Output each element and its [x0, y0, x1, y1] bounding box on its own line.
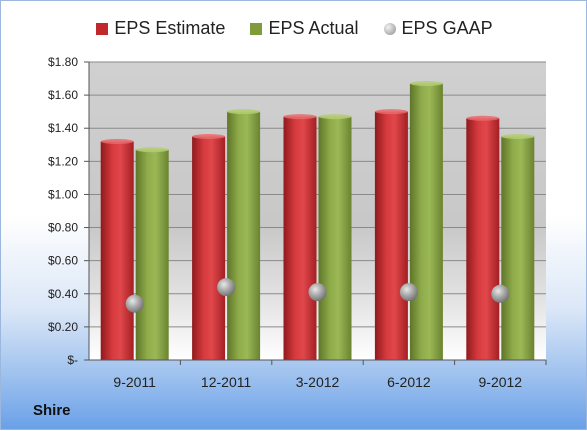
x-tick-label: 6-2012 [387, 374, 431, 390]
bar-eps-estimate-top [374, 109, 408, 115]
bar-eps-estimate-top [466, 115, 500, 121]
bar-eps-actual-top [409, 81, 443, 87]
point-eps-gaap [308, 283, 327, 302]
bar-eps-estimate [283, 116, 317, 360]
legend-label-eps-estimate: EPS Estimate [114, 18, 226, 39]
x-tick-label: 12-2011 [201, 374, 252, 390]
y-tick-label: $1.40 [48, 121, 78, 135]
point-eps-gaap [399, 283, 418, 302]
x-axis: 9-2011 12-2011 3-2012 6-2012 9-2012 [89, 359, 547, 390]
legend-label-eps-gaap: EPS GAAP [401, 18, 493, 39]
legend-swatch-eps-actual [250, 22, 263, 35]
bar-eps-actual [135, 149, 169, 360]
chart-legend: EPS Estimate EPS Actual EPS GAAP [1, 17, 587, 39]
y-axis: $- $0.20 $0.40 $0.60 $0.80 $1.00 $1.20 $1.40 $1.… [48, 55, 90, 367]
bar-eps-actual [227, 111, 261, 361]
y-tick-label: $0.80 [48, 221, 78, 235]
bar-eps-estimate [374, 111, 408, 361]
point-eps-gaap [217, 278, 236, 297]
bar-eps-actual [409, 83, 443, 361]
bar-eps-actual-top [501, 134, 535, 139]
x-tick-label: 9-2012 [479, 374, 523, 390]
y-tick-label: $1.60 [48, 88, 78, 102]
bar-eps-actual-top [318, 114, 352, 120]
bar-eps-actual-top [227, 109, 261, 115]
point-eps-gaap [491, 284, 510, 303]
legend-item-eps-actual: EPS Actual [250, 17, 359, 39]
x-tick-label: 3-2012 [296, 374, 340, 390]
legend-swatch-eps-estimate [96, 22, 109, 35]
y-tick-label: $0.40 [48, 287, 78, 301]
bar-eps-actual-top [135, 147, 169, 153]
legend-label-eps-actual: EPS Actual [268, 18, 359, 39]
y-tick-label: $1.00 [48, 187, 78, 201]
y-tick-label: $0.20 [48, 320, 78, 334]
legend-item-eps-estimate: EPS Estimate [96, 17, 225, 39]
bar-eps-estimate [192, 136, 226, 360]
y-tick-label: $1.80 [48, 55, 78, 69]
y-tick-label: $- [67, 353, 78, 367]
company-label: Shire [33, 402, 71, 419]
x-tick-label: 9-2011 [113, 374, 156, 390]
bar-eps-estimate-top [192, 134, 226, 139]
bar-eps-actual [318, 116, 352, 360]
bar-eps-estimate [100, 141, 134, 360]
bar-eps-estimate [466, 118, 500, 361]
point-eps-gaap [125, 294, 144, 313]
gaap-points [125, 278, 510, 313]
y-tick-label: $0.60 [48, 254, 78, 268]
bar-eps-estimate-top [283, 114, 317, 120]
bar-eps-estimate-top [100, 138, 134, 144]
legend-item-eps-gaap: EPS GAAP [383, 17, 493, 39]
legend-swatch-eps-gaap [383, 22, 396, 35]
y-tick-label: $1.20 [48, 154, 78, 168]
bars [100, 81, 535, 361]
bar-eps-actual [501, 136, 535, 360]
